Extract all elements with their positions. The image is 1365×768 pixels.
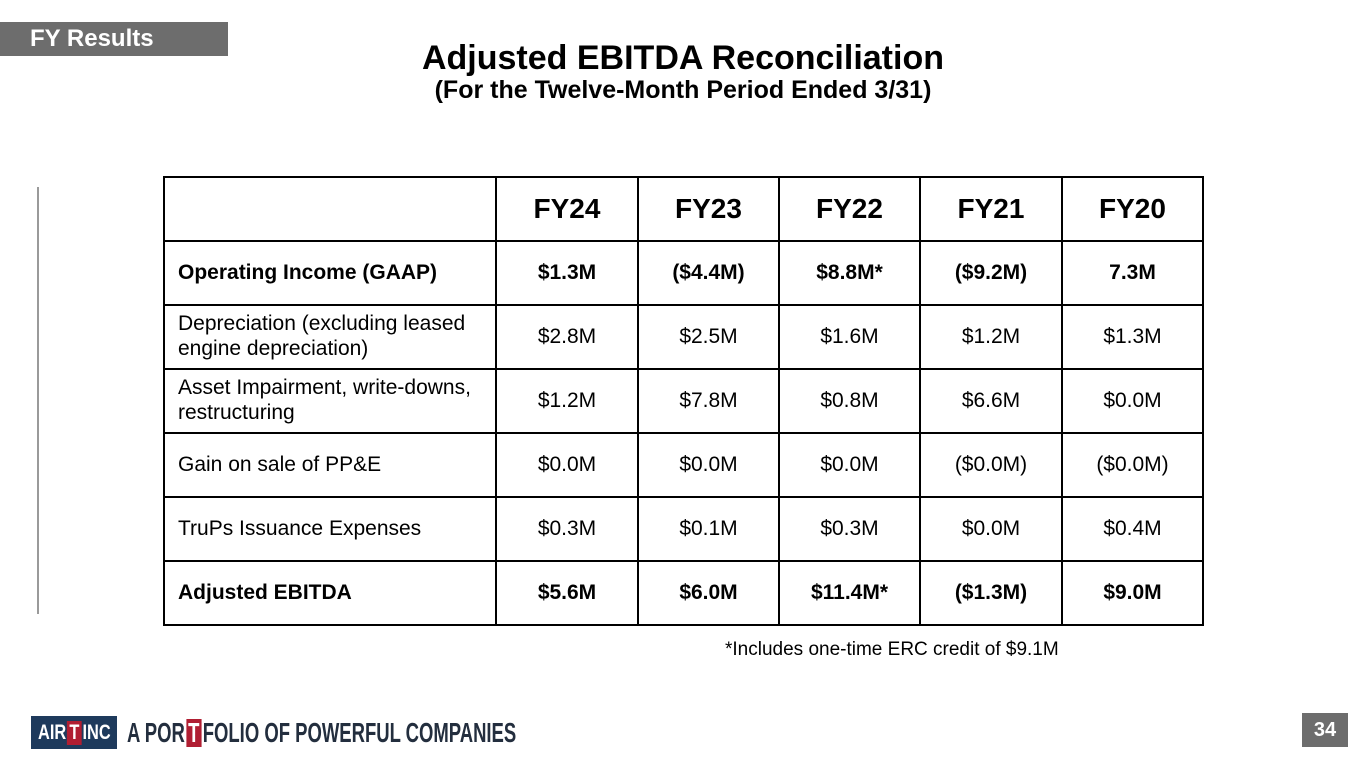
cell-value: $0.0M [1061,368,1204,434]
table-row: Depreciation (excluding leased engine de… [163,304,1204,370]
cell-value: $0.0M [637,432,780,498]
footnote: *Includes one-time ERC credit of $9.1M [725,639,1059,660]
cell-value: ($0.0M) [919,432,1063,498]
table-row: Operating Income (GAAP) $1.3M ($4.4M) $8.8M… [163,240,1204,306]
cell-value: $2.5M [637,304,780,370]
cell-value: $5.6M [495,560,639,626]
cell-value: $0.8M [778,368,921,434]
corner-header-cell [163,176,497,242]
cell-value: $6.0M [637,560,780,626]
slide-title: Adjusted EBITDA Reconciliation [421,39,944,77]
cell-value: ($0.0M) [1061,432,1204,498]
row-label: Asset Impairment, write-downs, restructu… [163,368,497,434]
tagline-red-t: T [186,716,202,748]
company-logo: AIR T INC A POR T FOLIO OF POWERFUL COMPANIE… [31,716,717,749]
column-header: FY21 [919,176,1063,242]
logo-mark: AIR T INC [31,716,117,749]
cell-value: $0.0M [919,496,1063,562]
cell-value: $0.0M [495,432,639,498]
row-label: Operating Income (GAAP) [163,240,497,306]
column-header: FY20 [1061,176,1204,242]
cell-value: $0.0M [778,432,921,498]
table-row: Gain on sale of PP&E $0.0M $0.0M $0.0M ($0.0… [163,432,1204,498]
slide-subtitle: (For the Twelve-Month Period Ended 3/31) [434,76,932,104]
left-accent-line [37,187,39,614]
fy-results-badge: FY Results [0,22,228,56]
cell-value: ($9.2M) [919,240,1063,306]
ebitda-reconciliation-table: FY24 FY23 FY22 FY21 FY20 Operating Income (G… [163,176,1204,626]
row-label: Gain on sale of PP&E [163,432,497,498]
cell-value: $1.2M [495,368,639,434]
cell-value: $0.3M [778,496,921,562]
table-row: Adjusted EBITDA $5.6M $6.0M $11.4M* ($1.3M) $… [163,560,1204,626]
table-row: Asset Impairment, write-downs, restructu… [163,368,1204,434]
page-number-badge: 34 [1302,713,1348,747]
logo-inc-text: INC [82,720,111,744]
logo-red-t: T [66,720,82,745]
cell-value: ($4.4M) [637,240,780,306]
column-header: FY22 [778,176,921,242]
cell-value: $1.3M [1061,304,1204,370]
tagline-post-text: FOLIO OF POWERFUL COMPANIES [202,716,517,748]
cell-value: $6.6M [919,368,1063,434]
column-header: FY23 [637,176,780,242]
cell-value: $1.6M [778,304,921,370]
row-label: Adjusted EBITDA [163,560,497,626]
cell-value: $7.8M [637,368,780,434]
cell-value: $8.8M* [778,240,921,306]
table-header-row: FY24 FY23 FY22 FY21 FY20 [163,176,1204,242]
cell-value: ($1.3M) [919,560,1063,626]
logo-mark-text: AIR T INC [38,720,111,745]
column-header: FY24 [495,176,639,242]
cell-value: $1.2M [919,304,1063,370]
cell-value: $0.4M [1061,496,1204,562]
cell-value: 7.3M [1061,240,1204,306]
logo-air-text: AIR [38,720,67,744]
tagline-pre-text: A POR [127,716,185,748]
cell-value: $11.4M* [778,560,921,626]
table-row: TruPs Issuance Expenses $0.3M $0.1M $0.3M $0… [163,496,1204,562]
cell-value: $2.8M [495,304,639,370]
row-label: TruPs Issuance Expenses [163,496,497,562]
row-label: Depreciation (excluding leased engine de… [163,304,497,370]
cell-value: $9.0M [1061,560,1204,626]
table-body: Operating Income (GAAP) $1.3M ($4.4M) $8.8M… [163,240,1204,626]
logo-tagline: A POR T FOLIO OF POWERFUL COMPANIES [127,717,516,749]
cell-value: $1.3M [495,240,639,306]
cell-value: $0.3M [495,496,639,562]
cell-value: $0.1M [637,496,780,562]
title-block: Adjusted EBITDA Reconciliation (For the … [0,40,1365,104]
